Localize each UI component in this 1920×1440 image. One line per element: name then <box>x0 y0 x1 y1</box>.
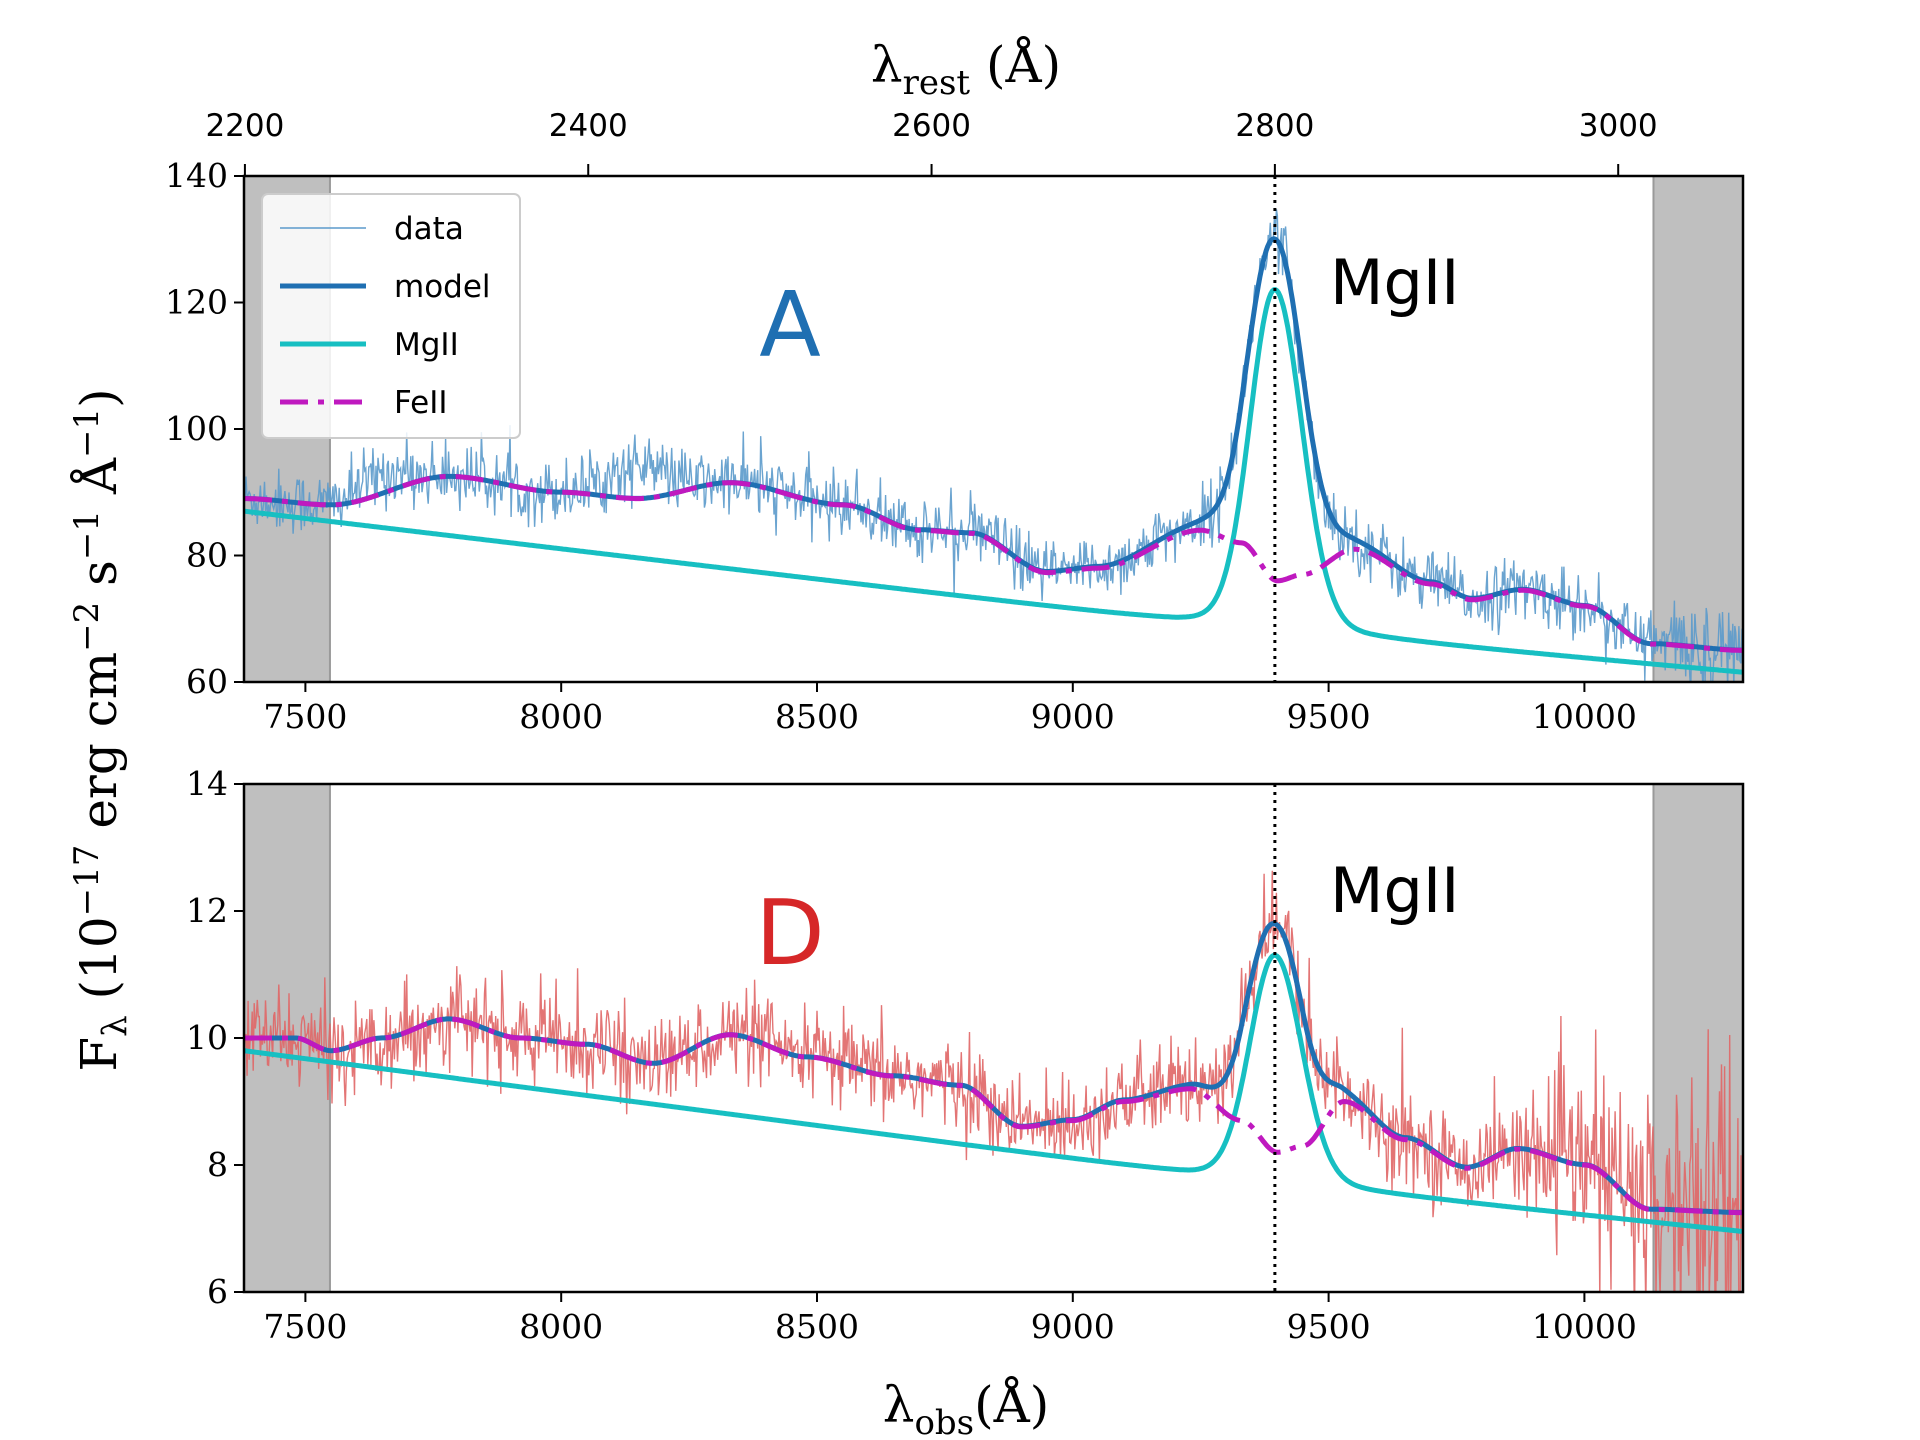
x-tick-label: 10000 <box>1532 1307 1637 1346</box>
legend: data model MgII FeII <box>261 193 521 439</box>
x-tick-label: 9500 <box>1287 1307 1371 1346</box>
y-tick-label: 8 <box>207 1145 228 1184</box>
top-x-tick-label: 2200 <box>205 108 284 144</box>
data-series <box>244 870 1743 1292</box>
y-tick-label: 60 <box>186 662 228 701</box>
x-tick-label: 8500 <box>775 697 859 736</box>
y-tick-label: 14 <box>186 764 228 803</box>
y-tick-label: 6 <box>207 1272 228 1311</box>
panels-layer: 60 80 100 120 140 7500 8000 8500 9000 9500 10000 A M… <box>165 108 1745 1346</box>
x-tick-label: 8000 <box>519 697 603 736</box>
x-tick-label: 10000 <box>1532 697 1637 736</box>
panel-letter: D <box>755 881 824 986</box>
y-tick-label: 120 <box>165 283 228 322</box>
mgii-annotation: MgII <box>1330 854 1459 927</box>
plot-area <box>244 784 1743 1292</box>
legend-label-model: model <box>394 269 491 305</box>
masked-region-2 <box>1652 176 1743 682</box>
legend-label-data: data <box>394 211 464 247</box>
panel-d: 6 8 10 12 14 7500 8000 8500 9000 9500 10000 D MgII <box>186 764 1745 1346</box>
top-axis-title: λrest (Å) <box>871 35 1061 103</box>
x-tick-label: 9000 <box>1031 697 1115 736</box>
y-tick-label: 12 <box>186 891 228 930</box>
legend-label-feii: FeII <box>394 385 448 421</box>
mgii-series <box>244 952 1743 1234</box>
x-tick-label: 7500 <box>263 1307 347 1346</box>
legend-label-mgii: MgII <box>394 327 459 363</box>
feii-series <box>244 1016 1743 1216</box>
y-tick-label: 80 <box>186 536 228 575</box>
x-tick-label: 9500 <box>1287 697 1371 736</box>
x-tick-label: 8000 <box>519 1307 603 1346</box>
legend-frame <box>261 193 521 439</box>
x-tick-label: 8500 <box>775 1307 859 1346</box>
mgii-annotation: MgII <box>1330 246 1459 319</box>
y-axis-title: Fλ (10−17 erg cm−2 s−1 Å−1) <box>67 388 135 1071</box>
feii-series <box>244 473 1743 653</box>
top-x-tick-label: 3000 <box>1579 108 1658 144</box>
y-tick-label: 140 <box>165 156 228 195</box>
panel-letter: A <box>759 273 821 378</box>
x-tick-label: 7500 <box>263 697 347 736</box>
y-tick-label: 100 <box>165 409 228 448</box>
mgii-series <box>244 287 1743 675</box>
top-x-tick-label: 2800 <box>1235 108 1314 144</box>
bottom-axis-title: λobs(Å) <box>883 1375 1050 1440</box>
top-x-tick-label: 2400 <box>549 108 628 144</box>
top-x-tick-label: 2600 <box>892 108 971 144</box>
y-tick-label: 10 <box>186 1018 228 1057</box>
x-tick-label: 9000 <box>1031 1307 1115 1346</box>
